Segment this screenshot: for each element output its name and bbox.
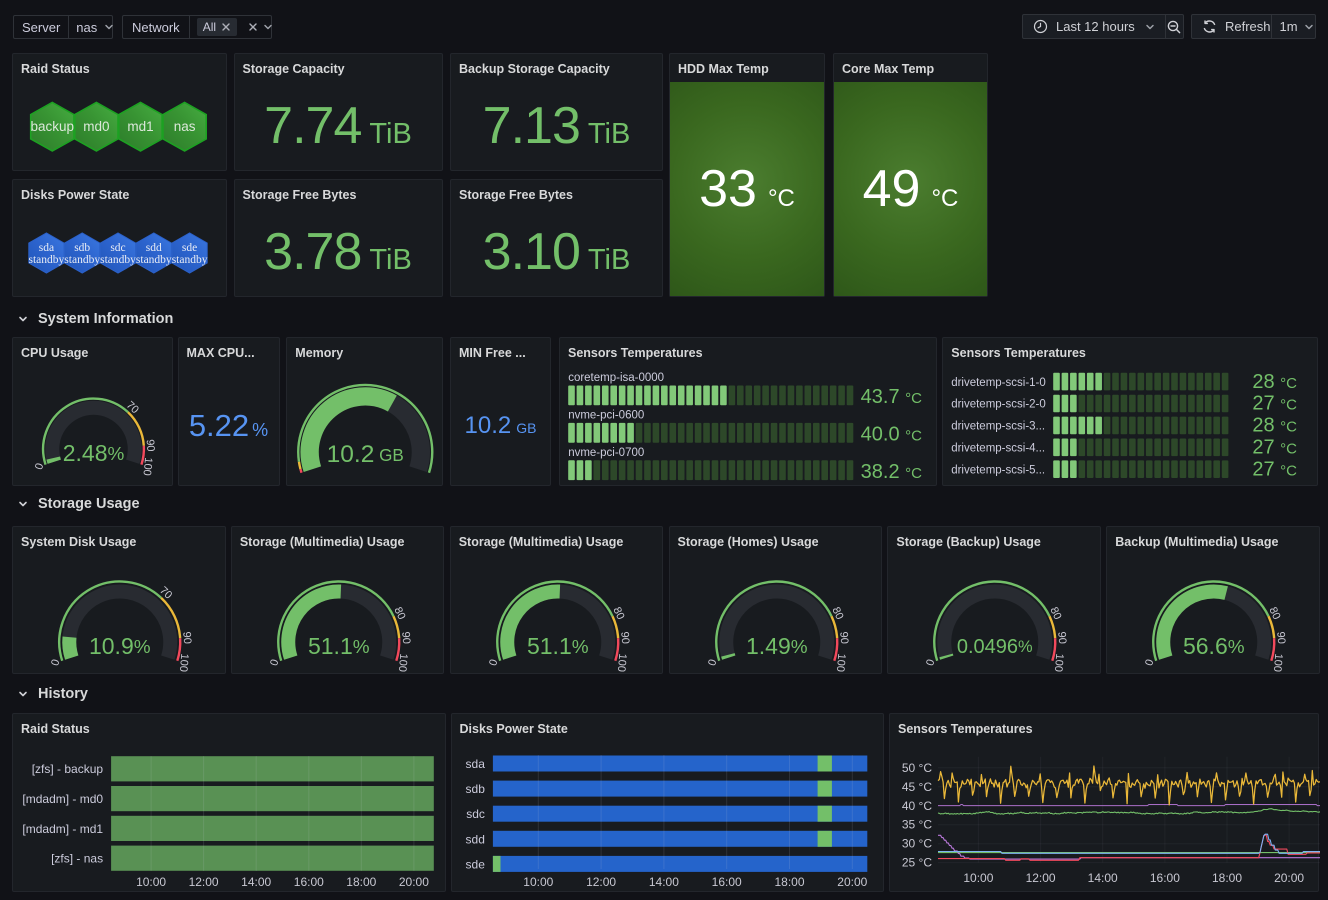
svg-text:27 °C: 27 °C [1253, 458, 1298, 480]
svg-text:30 °C: 30 °C [902, 837, 932, 851]
svg-text:12:00: 12:00 [189, 875, 219, 889]
svg-text:90: 90 [399, 631, 412, 644]
svg-text:sda: sda [465, 757, 485, 771]
svg-text:12:00: 12:00 [1026, 871, 1056, 885]
svg-text:56.6%: 56.6% [1183, 633, 1245, 659]
svg-text:51.1%: 51.1% [527, 633, 589, 659]
svg-text:80: 80 [1048, 605, 1064, 621]
svg-text:sdd: sdd [146, 242, 162, 254]
svg-text:90: 90 [180, 631, 193, 644]
svg-text:backup: backup [31, 119, 75, 134]
svg-text:nas: nas [174, 119, 196, 134]
svg-text:100: 100 [177, 653, 191, 672]
svg-text:51.1%: 51.1% [308, 633, 370, 659]
svg-text:standby: standby [136, 254, 172, 266]
svg-text:10.9%: 10.9% [89, 633, 151, 659]
svg-text:18:00: 18:00 [774, 875, 804, 889]
svg-text:100: 100 [833, 653, 847, 672]
svg-text:nvme-pci-0700: nvme-pci-0700 [568, 447, 644, 459]
svg-text:80: 80 [610, 605, 626, 621]
svg-text:14:00: 14:00 [648, 875, 678, 889]
svg-text:38.2 °C: 38.2 °C [861, 461, 922, 483]
svg-text:80: 80 [391, 605, 407, 621]
svg-text:18:00: 18:00 [346, 875, 376, 889]
svg-text:standby: standby [29, 254, 65, 266]
svg-text:43.7 °C: 43.7 °C [861, 386, 922, 408]
svg-text:100: 100 [1052, 653, 1066, 672]
svg-text:90: 90 [618, 631, 631, 644]
svg-text:md0: md0 [83, 119, 109, 134]
svg-text:drivetemp-scsi-5...: drivetemp-scsi-5... [951, 464, 1045, 476]
svg-text:2.48%: 2.48% [63, 440, 125, 466]
svg-text:20:00: 20:00 [837, 875, 867, 889]
svg-text:10:00: 10:00 [963, 871, 993, 885]
svg-text:45 °C: 45 °C [902, 780, 932, 794]
svg-text:sde: sde [465, 857, 485, 871]
svg-text:sdb: sdb [74, 242, 90, 254]
svg-text:14:00: 14:00 [1088, 871, 1118, 885]
svg-text:0.0496%: 0.0496% [957, 636, 1033, 658]
svg-text:drivetemp-scsi-3...: drivetemp-scsi-3... [951, 421, 1045, 433]
svg-text:sde: sde [182, 242, 197, 254]
svg-text:20:00: 20:00 [399, 875, 429, 889]
svg-text:nvme-pci-0600: nvme-pci-0600 [568, 409, 644, 421]
svg-text:sdd: sdd [465, 832, 484, 846]
svg-text:0: 0 [49, 658, 62, 668]
svg-text:sda: sda [39, 242, 54, 254]
svg-text:10:00: 10:00 [136, 875, 166, 889]
svg-text:40.0 °C: 40.0 °C [861, 423, 922, 445]
svg-text:90: 90 [144, 439, 157, 452]
svg-text:80: 80 [1267, 605, 1283, 621]
svg-text:[zfs] - backup: [zfs] - backup [32, 762, 104, 776]
svg-text:standby: standby [64, 254, 100, 266]
svg-text:[mdadm] - md1: [mdadm] - md1 [22, 822, 103, 836]
svg-text:28 °C: 28 °C [1253, 371, 1298, 393]
svg-text:drivetemp-scsi-4...: drivetemp-scsi-4... [951, 443, 1045, 455]
svg-text:standby: standby [100, 254, 136, 266]
svg-text:16:00: 16:00 [294, 875, 324, 889]
svg-text:standby: standby [172, 254, 208, 266]
svg-text:1.49%: 1.49% [746, 633, 808, 659]
svg-text:0: 0 [33, 462, 46, 472]
svg-text:0: 0 [487, 658, 500, 668]
svg-text:90: 90 [1275, 631, 1288, 644]
svg-text:70: 70 [157, 585, 174, 602]
svg-text:0: 0 [706, 658, 719, 668]
svg-text:sdb: sdb [465, 782, 485, 796]
svg-text:[mdadm] - md0: [mdadm] - md0 [22, 792, 103, 806]
svg-text:40 °C: 40 °C [902, 799, 932, 813]
svg-text:0: 0 [1144, 658, 1157, 668]
svg-text:md1: md1 [127, 119, 153, 134]
svg-text:25 °C: 25 °C [902, 856, 932, 870]
svg-text:20:00: 20:00 [1274, 871, 1304, 885]
svg-text:50 °C: 50 °C [902, 761, 932, 775]
svg-text:35 °C: 35 °C [902, 818, 932, 832]
svg-text:14:00: 14:00 [241, 875, 271, 889]
svg-text:100: 100 [141, 457, 155, 476]
svg-text:12:00: 12:00 [586, 875, 616, 889]
svg-text:0: 0 [925, 658, 938, 668]
svg-text:27 °C: 27 °C [1253, 393, 1298, 415]
svg-text:10.2 GB: 10.2 GB [327, 441, 404, 468]
svg-text:16:00: 16:00 [1150, 871, 1180, 885]
svg-text:100: 100 [1271, 653, 1285, 672]
svg-text:27 °C: 27 °C [1253, 437, 1298, 459]
svg-text:10:00: 10:00 [523, 875, 553, 889]
svg-text:16:00: 16:00 [711, 875, 741, 889]
svg-text:sdc: sdc [110, 242, 125, 254]
svg-text:sdc: sdc [466, 807, 485, 821]
svg-text:drivetemp-scsi-1-0: drivetemp-scsi-1-0 [951, 377, 1046, 389]
svg-text:100: 100 [396, 653, 410, 672]
svg-text:100: 100 [615, 653, 629, 672]
svg-text:90: 90 [837, 631, 850, 644]
svg-text:80: 80 [829, 605, 845, 621]
svg-text:drivetemp-scsi-2-0: drivetemp-scsi-2-0 [951, 399, 1046, 411]
svg-text:0: 0 [268, 658, 281, 668]
svg-text:coretemp-isa-0000: coretemp-isa-0000 [568, 372, 664, 384]
svg-text:28 °C: 28 °C [1253, 415, 1298, 437]
svg-text:[zfs] - nas: [zfs] - nas [51, 852, 103, 866]
svg-text:90: 90 [1056, 631, 1069, 644]
svg-text:18:00: 18:00 [1212, 871, 1242, 885]
